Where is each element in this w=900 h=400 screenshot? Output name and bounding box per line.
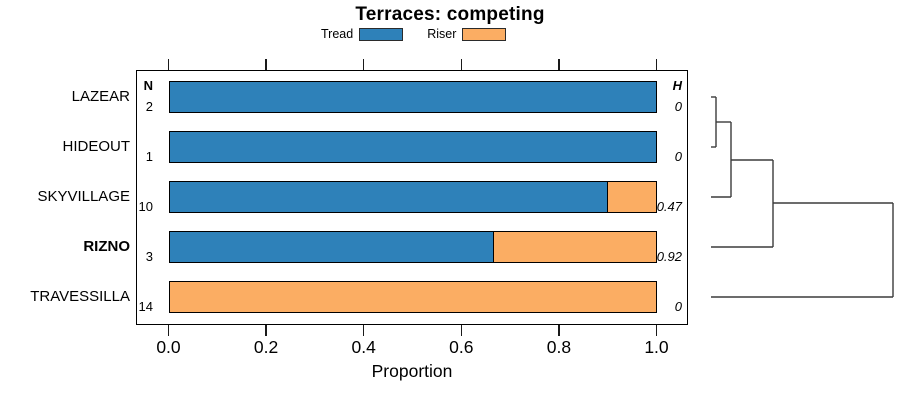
bar-row xyxy=(168,81,657,113)
bar-segment-tread xyxy=(168,81,657,113)
x-axis-label: Proportion xyxy=(371,361,453,381)
bar-segment-tread xyxy=(168,181,608,213)
x-tick-label: 0.4 xyxy=(351,337,376,357)
n-column-header: N xyxy=(143,78,153,93)
bar-row xyxy=(168,281,657,313)
category-label: RIZNO xyxy=(83,238,130,255)
bar-row xyxy=(168,131,657,163)
bar-segment-tread xyxy=(168,231,494,263)
x-tick-label: 0.6 xyxy=(449,337,474,357)
n-value: 3 xyxy=(145,249,153,264)
h-value: 0 xyxy=(674,299,682,314)
x-tick-bottom xyxy=(362,325,365,336)
legend-label-tread: Tread xyxy=(321,27,354,41)
x-tick-top xyxy=(362,59,365,70)
x-tick-top xyxy=(265,59,267,70)
x-tick-bottom xyxy=(167,325,170,336)
bar-segment-riser xyxy=(607,181,657,213)
category-label: LAZEAR xyxy=(71,88,130,105)
bar-segment-riser xyxy=(493,231,657,263)
x-tick-bottom xyxy=(460,325,463,336)
n-value: 2 xyxy=(145,99,153,114)
h-value: 0 xyxy=(674,99,682,114)
h-value: 0.92 xyxy=(656,249,682,264)
h-value: 0 xyxy=(674,149,682,164)
n-value: 10 xyxy=(138,199,153,214)
n-value: 1 xyxy=(145,149,153,164)
chart-title: Terraces: competing xyxy=(355,4,545,25)
bar-row xyxy=(168,181,657,213)
bar-segment-tread xyxy=(168,131,657,163)
category-label: HIDEOUT xyxy=(62,138,131,155)
legend-swatch-riser xyxy=(462,27,507,41)
legend-label-riser: Riser xyxy=(427,27,457,41)
n-value: 14 xyxy=(138,299,153,314)
x-tick-top xyxy=(558,59,560,70)
x-tick-label: 0.8 xyxy=(546,337,572,357)
category-label: TRAVESSILLA xyxy=(30,288,130,305)
bar-row xyxy=(168,231,657,263)
x-tick-label: 1.0 xyxy=(644,337,669,357)
x-tick-label: 0.0 xyxy=(156,337,181,357)
x-tick-bottom xyxy=(558,325,560,336)
x-tick-bottom xyxy=(265,325,267,336)
bar-segment-riser xyxy=(168,281,657,313)
x-tick-top xyxy=(460,59,463,70)
category-label: SKYVILLAGE xyxy=(37,188,130,205)
x-tick-bottom xyxy=(655,325,658,336)
x-tick-top xyxy=(655,59,658,70)
x-tick-label: 0.2 xyxy=(253,337,279,357)
legend-swatch-tread xyxy=(359,27,404,41)
h-column-header: H xyxy=(672,78,682,93)
x-tick-top xyxy=(167,59,170,70)
legend: Tread Riser xyxy=(321,26,507,42)
h-value: 0.47 xyxy=(656,199,682,214)
